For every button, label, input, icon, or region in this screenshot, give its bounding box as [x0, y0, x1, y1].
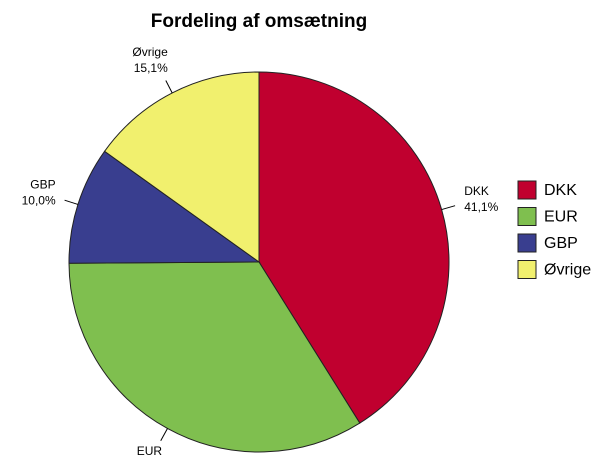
slice-label: Øvrige — [132, 45, 168, 59]
legend-swatch — [517, 260, 537, 279]
pie-slice — [68, 150, 261, 264]
leader-line — [441, 205, 456, 211]
slice-label: GBP — [30, 178, 55, 192]
slice-value-label: 15,1% — [134, 61, 168, 75]
legend-swatch — [517, 207, 537, 226]
legend-label: Øvrige — [544, 262, 591, 279]
leader-line — [64, 199, 79, 205]
pie-slice — [103, 71, 260, 263]
leader-line — [165, 80, 173, 94]
legend-label: DKK — [544, 182, 577, 199]
legend-label: EUR — [544, 209, 578, 226]
slice-label: DKK — [464, 184, 489, 198]
chart-title: Fordeling af omsætning — [151, 11, 367, 32]
leader-line — [160, 428, 168, 442]
pie-slice — [258, 71, 450, 424]
legend-label: GBP — [544, 235, 578, 252]
slice-value-label: 41,1% — [464, 200, 498, 214]
slice-value-label: 10,0% — [22, 194, 56, 208]
legend-swatch — [517, 180, 537, 200]
legend-swatch — [517, 233, 537, 253]
slice-label: EUR — [137, 444, 163, 458]
